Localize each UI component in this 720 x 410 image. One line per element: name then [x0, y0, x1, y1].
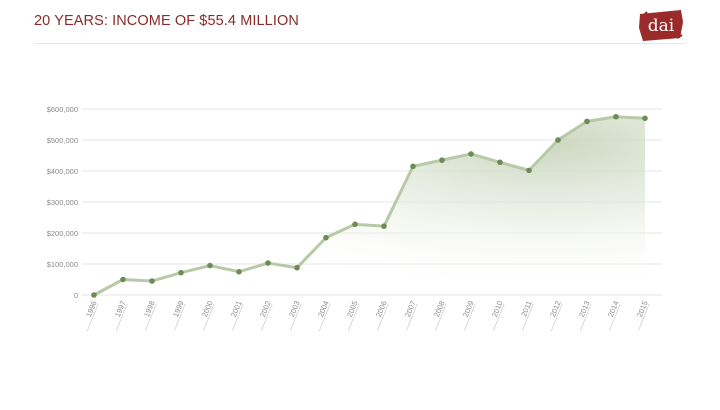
- y-tick-label: 0: [74, 291, 78, 300]
- x-tick-underline: [145, 303, 157, 331]
- data-point: [120, 276, 126, 283]
- data-point: [323, 234, 329, 241]
- x-tick: 2005: [345, 300, 360, 331]
- x-tick-underline: [232, 303, 244, 331]
- x-tick: 2012: [548, 300, 563, 331]
- x-tick: 2009: [461, 300, 476, 331]
- data-point: [207, 262, 213, 269]
- data-point: [91, 292, 97, 298]
- data-point: [178, 269, 184, 276]
- x-tick-underline: [522, 303, 534, 331]
- data-point: [410, 163, 416, 170]
- x-tick: 2011: [519, 300, 534, 331]
- y-tick-label: $100,000: [47, 260, 78, 269]
- x-tick: 1997: [113, 300, 128, 331]
- x-tick-underline: [174, 303, 186, 331]
- x-tick: 2003: [287, 300, 302, 331]
- x-tick-underline: [609, 303, 621, 331]
- data-point: [236, 268, 242, 275]
- data-point: [555, 137, 561, 143]
- x-tick-underline: [87, 303, 99, 331]
- data-point: [642, 115, 648, 122]
- data-point: [352, 221, 358, 228]
- x-tick: 1998: [142, 300, 157, 331]
- x-tick: 2008: [432, 300, 447, 331]
- x-tick: 2014: [606, 300, 621, 331]
- data-point: [294, 264, 300, 271]
- x-tick-underline: [116, 303, 128, 331]
- data-point: [149, 278, 155, 284]
- x-tick: 2006: [374, 300, 389, 331]
- x-tick-underline: [203, 303, 215, 331]
- series-line: [93, 115, 646, 297]
- x-tick-underline: [464, 303, 476, 331]
- y-tick-label: $600,000: [47, 105, 78, 114]
- y-tick-label: $500,000: [47, 136, 78, 145]
- x-tick-underline: [348, 303, 360, 331]
- x-tick: 2013: [577, 300, 592, 331]
- y-tick-label: $400,000: [47, 167, 78, 176]
- x-tick-underline: [319, 303, 331, 331]
- page-title: 20 YEARS: INCOME OF $55.4 MILLION: [34, 13, 299, 29]
- dai-logo: dai: [639, 10, 683, 41]
- x-tick-underline: [290, 303, 302, 331]
- logo-brush-shape: [639, 10, 683, 41]
- data-point: [613, 113, 619, 120]
- area-fill: [94, 116, 645, 295]
- data-point: [497, 159, 503, 166]
- data-point: [381, 223, 387, 229]
- x-tick: 2015: [635, 300, 650, 331]
- data-point: [468, 151, 474, 157]
- x-tick: 2002: [258, 300, 273, 331]
- x-tick: 2000: [200, 300, 215, 331]
- x-tick-underline: [638, 303, 650, 331]
- data-point: [584, 118, 590, 125]
- x-tick-underline: [261, 303, 273, 331]
- data-point: [265, 260, 271, 266]
- x-tick-underline: [551, 303, 563, 331]
- x-tick: 2010: [490, 300, 505, 331]
- x-tick: 2001: [229, 300, 244, 331]
- x-tick: 2007: [403, 300, 418, 331]
- x-tick: 1996: [84, 300, 99, 331]
- y-tick-label: $300,000: [47, 198, 78, 207]
- data-point: [526, 167, 532, 174]
- x-tick: 2004: [316, 300, 331, 331]
- x-tick-underline: [406, 303, 418, 331]
- data-point: [439, 157, 445, 163]
- x-tick-underline: [435, 303, 447, 331]
- x-tick-underline: [580, 303, 592, 331]
- logo-text: dai: [648, 16, 675, 36]
- x-tick-underline: [377, 303, 389, 331]
- y-tick-label: $200,000: [47, 229, 78, 238]
- x-tick-underline: [493, 303, 505, 331]
- x-tick: 1999: [171, 300, 186, 331]
- title-divider: [34, 43, 686, 44]
